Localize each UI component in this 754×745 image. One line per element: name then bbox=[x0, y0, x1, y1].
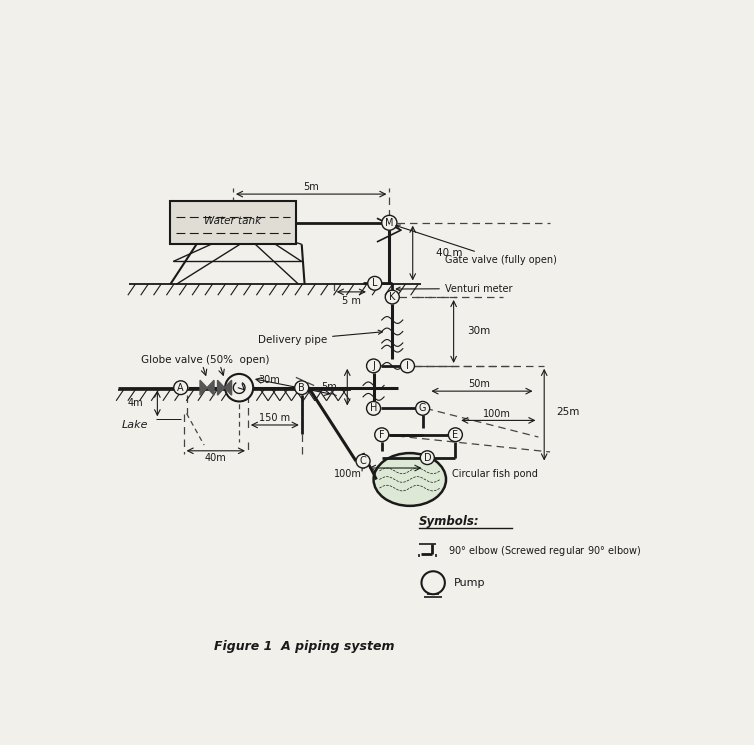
Ellipse shape bbox=[373, 453, 446, 506]
Text: I: I bbox=[406, 361, 409, 371]
Text: Symbols:: Symbols: bbox=[418, 516, 480, 528]
Text: 5 m: 5 m bbox=[342, 296, 361, 305]
Circle shape bbox=[366, 359, 381, 372]
Text: Venturi meter: Venturi meter bbox=[397, 284, 513, 294]
Circle shape bbox=[225, 374, 253, 402]
Text: 40m: 40m bbox=[205, 453, 227, 463]
Circle shape bbox=[385, 290, 400, 304]
Text: 100m: 100m bbox=[483, 409, 510, 419]
Text: F: F bbox=[379, 430, 385, 440]
Text: 100m: 100m bbox=[334, 469, 362, 479]
Polygon shape bbox=[207, 380, 214, 395]
Text: 30m: 30m bbox=[259, 375, 280, 385]
Circle shape bbox=[382, 215, 397, 230]
Circle shape bbox=[368, 276, 382, 290]
Text: K: K bbox=[389, 292, 395, 302]
Text: M: M bbox=[385, 218, 394, 228]
Text: Lake: Lake bbox=[122, 420, 149, 430]
Text: 40 m: 40 m bbox=[436, 248, 463, 258]
Text: Gate valve (fully open): Gate valve (fully open) bbox=[396, 225, 556, 265]
Text: B: B bbox=[299, 383, 305, 393]
Text: 5m: 5m bbox=[322, 382, 337, 392]
Text: Delivery pipe: Delivery pipe bbox=[258, 330, 382, 345]
Bar bbox=[170, 201, 296, 244]
Circle shape bbox=[173, 381, 188, 395]
Circle shape bbox=[366, 402, 381, 415]
Polygon shape bbox=[225, 380, 231, 395]
Circle shape bbox=[420, 451, 434, 465]
Text: 150 m: 150 m bbox=[259, 413, 290, 422]
Circle shape bbox=[449, 428, 462, 442]
Text: 25m: 25m bbox=[556, 407, 579, 416]
Polygon shape bbox=[218, 380, 225, 395]
Text: L: L bbox=[372, 279, 378, 288]
Circle shape bbox=[415, 402, 430, 415]
Text: 5m: 5m bbox=[303, 183, 319, 192]
Text: Circular fish pond: Circular fish pond bbox=[452, 469, 538, 479]
Text: 50m: 50m bbox=[385, 470, 406, 480]
Circle shape bbox=[421, 571, 445, 595]
Text: C: C bbox=[360, 456, 366, 466]
Text: J: J bbox=[372, 361, 375, 371]
Text: Water tank: Water tank bbox=[204, 216, 262, 226]
Text: D: D bbox=[424, 453, 431, 463]
Circle shape bbox=[375, 428, 389, 442]
Text: 50m: 50m bbox=[468, 379, 490, 389]
Text: E: E bbox=[452, 430, 458, 440]
Circle shape bbox=[295, 381, 308, 395]
Text: Figure 1  A piping system: Figure 1 A piping system bbox=[214, 641, 395, 653]
Text: H: H bbox=[370, 403, 377, 413]
Text: Globe valve (50%  open): Globe valve (50% open) bbox=[141, 355, 269, 365]
Text: 90$\degree$ elbow (Screwed regular 90$\degree$ elbow): 90$\degree$ elbow (Screwed regular 90$\d… bbox=[448, 544, 641, 558]
Text: 30m: 30m bbox=[467, 326, 490, 337]
Circle shape bbox=[400, 359, 415, 372]
Text: G: G bbox=[419, 403, 427, 413]
Text: A: A bbox=[177, 383, 184, 393]
Polygon shape bbox=[200, 380, 207, 395]
Circle shape bbox=[356, 454, 370, 468]
Text: 4m: 4m bbox=[127, 398, 143, 408]
Text: Pump: Pump bbox=[454, 577, 485, 588]
